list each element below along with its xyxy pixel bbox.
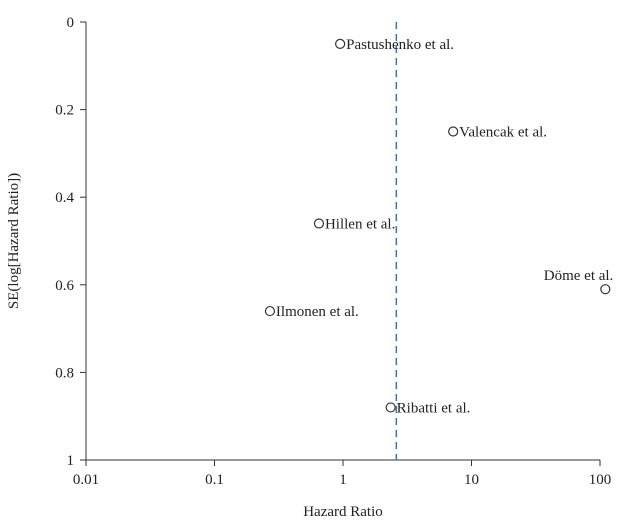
x-axis-title: Hazard Ratio — [303, 504, 383, 520]
x-tick-label: 10 — [464, 472, 479, 488]
y-tick-label: 1 — [67, 453, 75, 469]
data-point-label: Hillen et al. — [325, 216, 395, 232]
data-point — [385, 402, 396, 413]
data-point — [313, 218, 325, 229]
data-point — [600, 284, 611, 295]
y-axis-title: SE(log[Hazard Ratio]) — [6, 173, 22, 309]
data-point-label: Ribatti et al. — [397, 400, 471, 416]
data-point — [448, 126, 459, 137]
data-point-label: Ilmonen et al. — [276, 304, 359, 320]
y-tick-label: 0.2 — [55, 103, 74, 119]
x-tick-label: 100 — [589, 472, 612, 488]
y-tick-label: 0.6 — [55, 278, 74, 294]
data-point-label: Valencak et al. — [459, 125, 547, 141]
data-point-label: Döme et al. — [544, 268, 614, 284]
x-tick-label: 0.01 — [73, 472, 99, 488]
data-point-label: Pastushenko et al. — [346, 37, 454, 53]
y-tick-label: 0.8 — [55, 365, 74, 381]
x-tick-label: 1 — [339, 472, 347, 488]
x-tick-label: 0.1 — [205, 472, 224, 488]
data-points: Pastushenko et al. Valencak et al. Hillen … — [264, 37, 614, 416]
data-point — [264, 305, 276, 317]
y-tick-label: 0.4 — [55, 190, 74, 206]
data-point — [335, 38, 346, 50]
axes: 0 0.2 0.4 0.6 0.8 1 0.01 0.1 1 10 100 — [55, 15, 611, 488]
y-tick-label: 0 — [67, 15, 75, 31]
